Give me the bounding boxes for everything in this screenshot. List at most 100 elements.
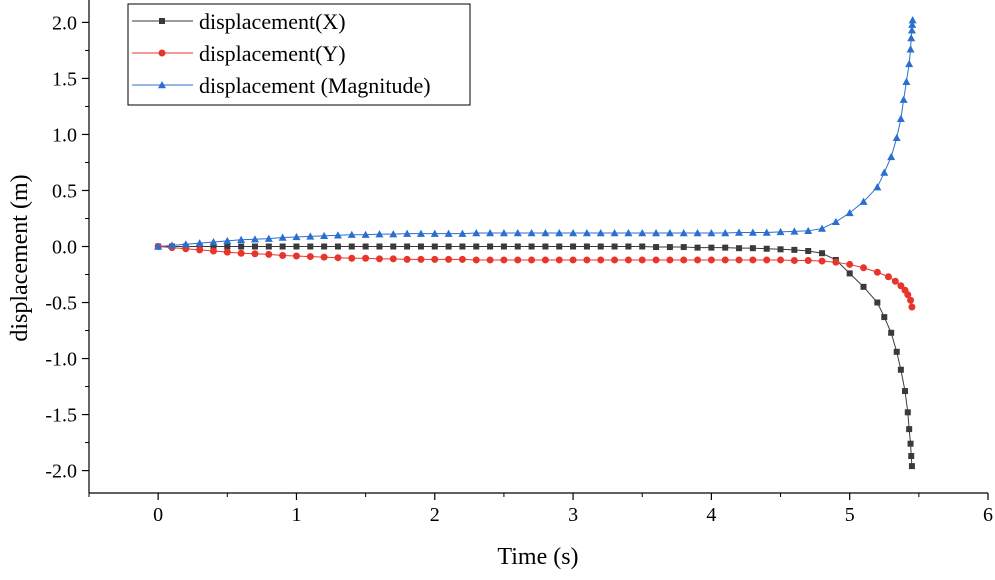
data-point-square xyxy=(819,250,826,257)
data-point-circle xyxy=(638,256,646,264)
data-point-square xyxy=(694,244,701,251)
data-point-triangle xyxy=(403,229,412,237)
data-point-square xyxy=(902,388,909,395)
data-point-triangle xyxy=(320,231,329,240)
data-point-triangle xyxy=(264,234,273,242)
data-point-triangle xyxy=(762,228,771,236)
data-point-triangle xyxy=(278,233,287,241)
data-point-triangle xyxy=(887,152,896,161)
data-point-circle xyxy=(884,273,892,281)
data-point-square xyxy=(908,453,915,460)
data-point-triangle xyxy=(907,34,916,42)
data-point-square xyxy=(881,314,888,321)
data-point-square xyxy=(514,243,521,250)
data-point-circle xyxy=(735,256,743,264)
data-point-triangle xyxy=(154,242,163,250)
x-tick-label: 0 xyxy=(153,504,163,526)
data-point-circle xyxy=(458,255,466,263)
data-point-circle xyxy=(694,256,702,264)
data-point-square xyxy=(307,243,314,250)
data-point-circle xyxy=(707,256,715,264)
data-point-square xyxy=(763,245,770,252)
data-point-circle xyxy=(209,247,217,255)
series-3 xyxy=(154,16,917,250)
data-point-triangle xyxy=(859,197,868,205)
data-point-circle xyxy=(908,303,916,311)
data-point-circle xyxy=(790,257,798,265)
data-point-circle xyxy=(251,250,259,258)
data-point-square xyxy=(906,426,913,433)
data-point-square xyxy=(473,243,480,250)
data-point-circle xyxy=(541,256,549,264)
data-point-triangle xyxy=(804,226,813,235)
legend-item: displacement(X) xyxy=(132,9,346,34)
data-point-circle xyxy=(749,256,757,264)
data-point-triangle xyxy=(896,114,905,122)
x-tick-label: 1 xyxy=(291,504,301,526)
data-point-square xyxy=(251,243,258,250)
data-point-square xyxy=(459,243,466,250)
data-point-square xyxy=(625,243,632,250)
data-point-triangle xyxy=(906,45,915,53)
series-2 xyxy=(154,243,916,311)
data-point-square xyxy=(805,247,812,254)
legend-label: displacement(Y) xyxy=(199,41,346,66)
data-point-triangle xyxy=(596,229,605,237)
data-point-triangle xyxy=(569,229,578,237)
data-point-triangle xyxy=(652,229,661,237)
data-point-triangle xyxy=(638,229,647,237)
data-point-square xyxy=(542,243,549,250)
data-point-circle xyxy=(860,264,868,272)
data-point-triangle xyxy=(250,235,259,243)
data-point-square xyxy=(404,243,411,250)
x-tick-label: 6 xyxy=(983,504,993,526)
data-point-square xyxy=(224,243,231,250)
data-point-triangle xyxy=(472,229,481,237)
data-point-square xyxy=(874,299,881,306)
data-point-triangle xyxy=(899,95,908,103)
data-point-triangle xyxy=(907,26,916,34)
data-point-triangle xyxy=(347,230,356,238)
series-1 xyxy=(155,243,915,470)
y-tick-label: -1.0 xyxy=(45,349,77,371)
legend-item: displacement(Y) xyxy=(132,41,346,66)
data-point-square xyxy=(376,243,383,250)
data-point-circle xyxy=(375,255,383,263)
data-point-circle xyxy=(389,255,397,263)
data-point-circle xyxy=(763,256,771,264)
data-point-circle xyxy=(445,255,453,263)
data-point-square xyxy=(653,244,660,251)
data-point-circle xyxy=(196,246,204,254)
data-point-square xyxy=(597,243,604,250)
data-point-square xyxy=(431,243,438,250)
x-tick-label: 5 xyxy=(845,504,855,526)
data-point-triangle xyxy=(582,229,591,237)
y-tick-label: 2.0 xyxy=(52,12,77,34)
data-point-triangle xyxy=(908,16,917,24)
data-point-triangle xyxy=(693,229,702,237)
data-point-square xyxy=(908,463,915,470)
data-point-square xyxy=(390,243,397,250)
data-point-triangle xyxy=(195,239,204,247)
data-point-square xyxy=(265,243,272,250)
data-point-circle xyxy=(514,256,522,264)
data-point-square xyxy=(708,244,715,251)
y-tick-label: -0.5 xyxy=(45,293,77,315)
y-tick-label: -2.0 xyxy=(45,461,77,483)
data-point-triangle xyxy=(818,224,827,232)
data-point-circle xyxy=(680,256,688,264)
y-tick-label: 0.5 xyxy=(52,180,77,202)
data-point-square xyxy=(445,243,452,250)
data-point-circle xyxy=(348,254,356,262)
data-point-circle xyxy=(403,255,411,263)
data-point-triangle xyxy=(430,229,439,237)
data-point-circle xyxy=(158,49,166,57)
data-point-circle xyxy=(818,257,826,265)
data-point-triangle xyxy=(167,241,176,249)
data-point-triangle xyxy=(237,235,246,243)
data-point-square xyxy=(210,243,217,250)
data-point-circle xyxy=(472,256,480,264)
legend-item: displacement (Magnitude) xyxy=(132,73,431,98)
axes: 0 1 2 3 4 5 6 -2.0 -1.5 -1.0 -0.5 0.0 0.5 1.0 1.5 2.0 xyxy=(45,0,993,526)
data-point-triangle xyxy=(375,230,384,238)
